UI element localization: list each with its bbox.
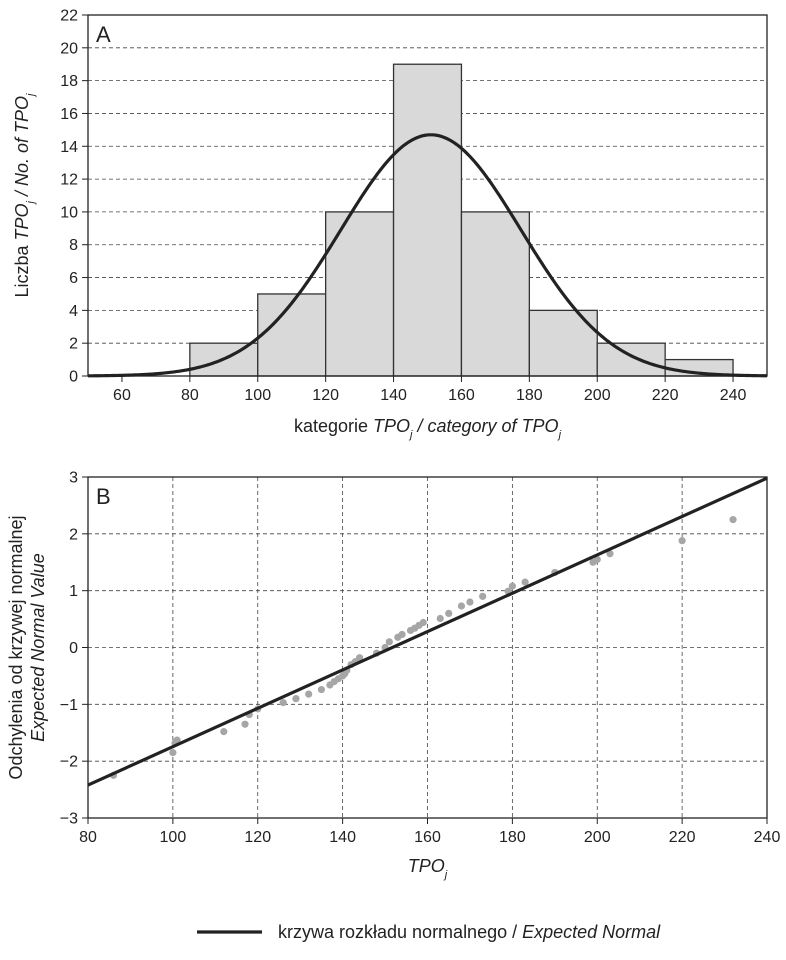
y-tick-label: 10 (60, 204, 78, 221)
y-axis-title-line1: Odchylenia od krzywej normalnej (6, 515, 26, 779)
data-point (436, 614, 444, 623)
y-tick-label: 1 (69, 583, 78, 600)
label-part: / No. of TPO (12, 96, 32, 201)
data-point (479, 592, 487, 600)
data-point (356, 654, 364, 662)
label-part: kategorie (294, 416, 373, 436)
y-tick-label: 12 (60, 172, 78, 189)
data-point (241, 720, 249, 728)
label-subscript: j (408, 429, 413, 441)
y-tick-label: −3 (60, 811, 78, 828)
y-tick-label: 6 (69, 270, 78, 287)
label-part: Expected Normal (522, 922, 661, 942)
data-point (173, 736, 181, 744)
x-tick-label: 240 (720, 387, 747, 404)
chart-b-probability-plot: −3 −2 −1 0 1 2 3 80 100 120 140 160 180 200 220 240 B TPO… (6, 470, 781, 943)
x-tick-label: 140 (329, 829, 356, 846)
y-tick-label: 8 (69, 237, 78, 254)
y-tick-label: 3 (69, 470, 78, 487)
data-point (508, 582, 516, 590)
x-tick-label: 100 (160, 829, 187, 846)
x-tick-label: 80 (181, 387, 199, 404)
x-tick-label: 120 (244, 829, 271, 846)
expected-normal-line (87, 476, 768, 787)
y-tick-label: 0 (69, 369, 78, 386)
label-part: krzywa rozkładu normalnego / (278, 922, 522, 942)
label-subscript: j (443, 869, 448, 881)
x-tick-label: 240 (754, 829, 781, 846)
data-point (606, 550, 614, 558)
x-tick-label: 160 (448, 387, 475, 404)
label-subscript: j (25, 93, 37, 98)
data-point (445, 609, 453, 617)
y-tick-label: 20 (60, 40, 78, 57)
data-point (220, 728, 228, 736)
x-tick-label: 160 (414, 829, 441, 846)
data-point (398, 630, 406, 639)
y-axis-title: Liczba TPOj / No. of TPOj (12, 93, 37, 298)
data-point (593, 555, 601, 564)
y-tick-label: −1 (60, 697, 78, 714)
data-point (521, 578, 529, 586)
label-subscript: j (557, 429, 562, 441)
panel-label-b: B (96, 484, 111, 509)
data-point (419, 618, 427, 627)
y-tick-label: 22 (60, 8, 78, 25)
label-part: TPO (12, 203, 32, 240)
label-subscript: j (25, 200, 37, 205)
label-part: Odchylenia od krzywej normalnej (6, 515, 26, 779)
histogram-bar (460, 211, 531, 377)
data-point (466, 598, 474, 606)
data-point (305, 690, 313, 698)
x-tick-label: 220 (652, 387, 679, 404)
data-point (729, 516, 737, 524)
chart-a-histogram: 0 2 4 6 8 10 12 14 16 18 20 22 60 80 100 120 140 160 180 20… (12, 8, 768, 441)
y-tick-label: 0 (69, 640, 78, 657)
x-axis-title: TPOj (408, 856, 448, 881)
y-tick-label: 14 (60, 139, 78, 156)
x-tick-label: 180 (516, 387, 543, 404)
x-tick-label: 200 (584, 387, 611, 404)
y-tick-label: −2 (60, 754, 78, 771)
y-axis-title-line2: Expected Normal Value (28, 553, 48, 741)
histogram-bar (324, 211, 395, 377)
label-part: Expected Normal Value (28, 553, 48, 741)
data-point (292, 695, 300, 703)
data-point (169, 749, 177, 757)
histogram-bar (528, 309, 598, 377)
data-point (678, 537, 686, 545)
label-part: / category of TPO (413, 416, 559, 436)
y-tick-label: 4 (69, 303, 78, 320)
data-point (457, 602, 466, 610)
y-tick-label: 2 (69, 526, 78, 543)
label-part: Liczba (12, 240, 32, 297)
data-point (317, 685, 326, 694)
normal-curve (87, 133, 768, 378)
data-point (385, 638, 393, 646)
label-part: TPO (408, 856, 445, 876)
legend-label: krzywa rozkładu normalnego / Expected No… (278, 922, 661, 942)
x-tick-label: 200 (584, 829, 611, 846)
x-tick-label: 220 (669, 829, 696, 846)
x-axis-title: kategorie TPOj / category of TPOj (294, 416, 562, 441)
histogram-bar (596, 342, 666, 377)
label-part: TPO (373, 416, 410, 436)
data-point (279, 699, 287, 707)
histogram-bar (392, 63, 463, 377)
x-tick-label: 100 (244, 387, 271, 404)
y-tick-label: 18 (60, 73, 78, 90)
x-tick-label: 80 (79, 829, 97, 846)
y-tick-label: 2 (69, 336, 78, 353)
x-tick-label: 180 (499, 829, 526, 846)
x-tick-label: 60 (113, 387, 131, 404)
y-tick-label: 16 (60, 106, 78, 123)
x-tick-label: 140 (380, 387, 407, 404)
histogram-bar (257, 293, 327, 377)
panel-label-a: A (96, 22, 111, 47)
x-tick-label: 120 (312, 387, 339, 404)
plot-frame (87, 14, 768, 377)
